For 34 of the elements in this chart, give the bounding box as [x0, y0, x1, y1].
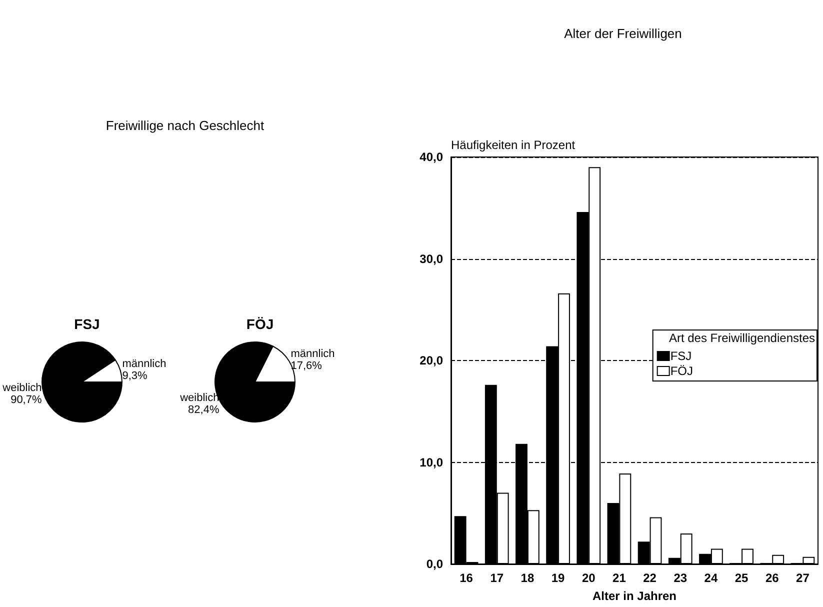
slice-label: männlich	[290, 348, 335, 360]
legend-label: FÖJ	[670, 364, 694, 378]
chart-subtitle: FSJ	[74, 316, 100, 332]
data-label: 17,6%	[290, 360, 322, 372]
x-axis-title: Alter in Jahren	[592, 589, 677, 603]
x-tick-label: 26	[765, 571, 780, 585]
x-tick-label: 24	[704, 571, 718, 585]
data-label: 90,7%	[10, 394, 42, 406]
x-tick-label: 23	[674, 571, 688, 585]
y-tick-label: 20,0	[420, 354, 444, 368]
slice-label: weiblich	[179, 392, 220, 404]
y-tick-label: 0,0	[426, 557, 444, 571]
x-tick-label: 27	[796, 571, 810, 585]
slice-label: männlich	[122, 358, 166, 370]
chart-title: FÖJ	[246, 316, 274, 332]
x-tick-label: 18	[520, 571, 534, 585]
legend-label: FSJ	[670, 349, 692, 363]
x-tick-label: 20	[582, 571, 596, 585]
x-tick-label: 25	[734, 571, 749, 585]
legend-title: Art des Freiwilligendienstes	[668, 331, 815, 345]
data-label: 9,3%	[122, 370, 148, 382]
y-tick-label: 30,0	[420, 252, 444, 266]
y-axis-title: Häufigkeiten in Prozent	[451, 138, 576, 152]
y-tick-label: 40,0	[420, 150, 444, 164]
x-tick-label: 22	[643, 571, 657, 585]
x-tick-label: 17	[490, 571, 504, 585]
x-tick-label: 19	[551, 571, 566, 585]
chart-title: Freiwillige nach Geschlecht	[104, 118, 266, 133]
x-tick-label: 16	[460, 571, 474, 585]
x-tick-label: 21	[612, 571, 626, 585]
chart-title: Alter der Freiwilligen	[564, 26, 682, 41]
slice-label: weiblich	[2, 382, 42, 394]
data-label: 82,4%	[188, 404, 220, 416]
y-tick-label: 10,0	[420, 455, 444, 470]
